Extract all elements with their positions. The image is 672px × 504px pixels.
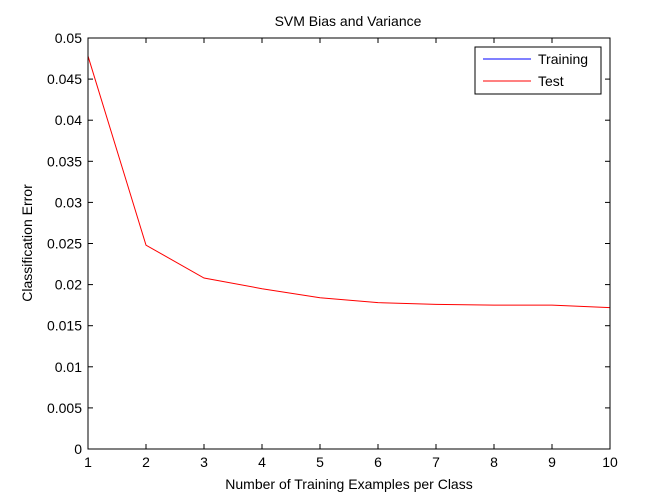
- x-tick-label: 6: [374, 454, 382, 470]
- x-axis-title: Number of Training Examples per Class: [225, 476, 472, 492]
- x-tick-label: 2: [142, 454, 150, 470]
- y-tick-label: 0.01: [55, 359, 82, 375]
- x-tick-label: 8: [490, 454, 498, 470]
- chart-title: SVM Bias and Variance: [275, 13, 422, 29]
- x-tick-label: 7: [432, 454, 440, 470]
- y-tick-label: 0.02: [55, 277, 82, 293]
- y-axis-title: Classification Error: [19, 184, 35, 302]
- x-tick-label: 3: [200, 454, 208, 470]
- y-tick-label: 0: [74, 441, 82, 457]
- legend-box: [474, 46, 602, 95]
- legend-label-test: Test: [538, 73, 564, 89]
- x-tick-label: 1: [84, 454, 92, 470]
- x-tick-label: 9: [548, 454, 556, 470]
- legend: Training Test: [474, 46, 602, 95]
- plot-area: [88, 38, 610, 449]
- y-tick-label: 0.015: [47, 318, 82, 334]
- y-tick-label: 0.03: [55, 194, 82, 210]
- legend-label-training: Training: [538, 51, 588, 67]
- y-tick-label: 0.035: [47, 153, 82, 169]
- x-tick-label: 10: [602, 454, 618, 470]
- y-tick-label: 0.05: [55, 30, 82, 46]
- y-tick-label: 0.04: [55, 112, 82, 128]
- series-line-test: [87, 55, 611, 309]
- y-tick-label: 0.045: [47, 71, 82, 87]
- y-tick-label: 0.005: [47, 400, 82, 416]
- y-tick-label: 0.025: [47, 236, 82, 252]
- x-tick-label: 4: [258, 454, 266, 470]
- x-tick-label: 5: [316, 454, 324, 470]
- ticks-layer: 1 2 3 4 5 6 7 8 9 10 0 0.005 0.01 0.015 0.02 0.025 0.03 0…: [47, 30, 618, 470]
